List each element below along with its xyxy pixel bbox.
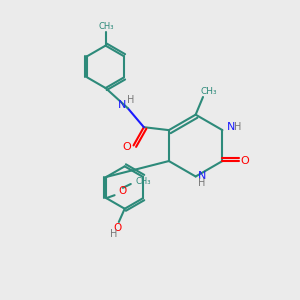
- Text: N: N: [118, 100, 127, 110]
- Text: CH₃: CH₃: [201, 87, 217, 96]
- Text: CH₃: CH₃: [98, 22, 114, 31]
- Text: O: O: [241, 156, 250, 166]
- Text: H: H: [110, 230, 117, 239]
- Text: H: H: [234, 122, 242, 132]
- Text: H: H: [198, 178, 206, 188]
- Text: CH₃: CH₃: [136, 177, 151, 186]
- Text: O: O: [123, 142, 131, 152]
- Text: O: O: [118, 186, 126, 196]
- Text: O: O: [113, 223, 122, 233]
- Text: N: N: [198, 172, 206, 182]
- Text: N: N: [226, 122, 235, 132]
- Text: H: H: [128, 95, 135, 105]
